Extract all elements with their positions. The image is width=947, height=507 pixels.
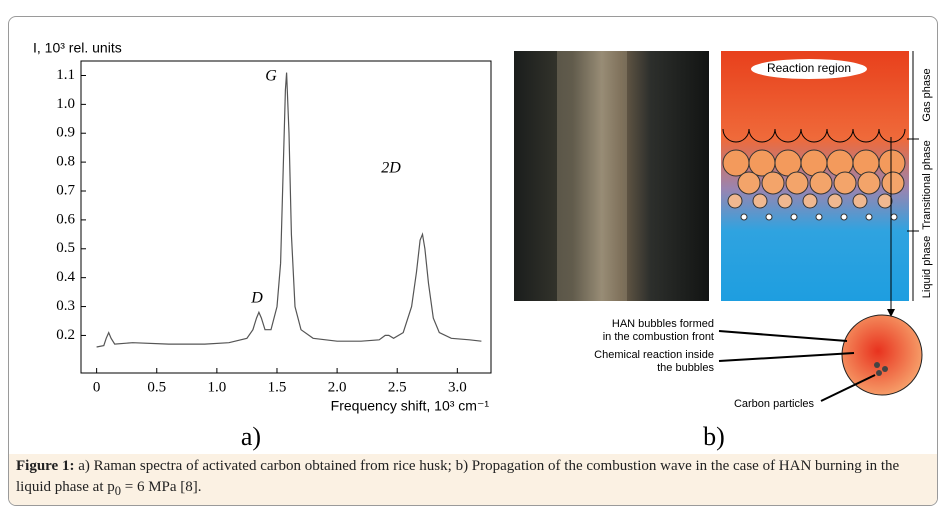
x-tick-label: 0 bbox=[93, 379, 101, 395]
panel-label: b) bbox=[703, 422, 725, 451]
y-tick-label: 0.8 bbox=[56, 154, 75, 170]
figure-box: Reaction region Gas phase Transitional p… bbox=[8, 16, 938, 506]
bubble bbox=[752, 193, 768, 209]
bubble bbox=[722, 149, 750, 177]
x-tick-label: 2.5 bbox=[388, 379, 407, 395]
bubble bbox=[761, 171, 785, 195]
panel-label: a) bbox=[241, 422, 261, 451]
bubble bbox=[833, 171, 857, 195]
y-tick-label: 1.0 bbox=[56, 96, 75, 112]
bubble bbox=[802, 193, 818, 209]
particle bbox=[876, 370, 882, 376]
y-tick-label: 0.7 bbox=[56, 182, 75, 198]
bubble bbox=[785, 171, 809, 195]
peak-label: 2D bbox=[381, 160, 401, 177]
x-tick-label: 1.0 bbox=[207, 379, 226, 395]
phase-label: Gas phase bbox=[921, 68, 933, 121]
arrow bbox=[718, 352, 855, 362]
bubble-arc bbox=[878, 128, 906, 143]
caption-text: a) Raman spectra of activated carbon obt… bbox=[16, 458, 900, 495]
y-tick-label: 0.9 bbox=[56, 125, 75, 141]
bubble bbox=[826, 149, 854, 177]
caption-text: = 6 MPa [8]. bbox=[120, 479, 202, 495]
region-label: Reaction region bbox=[767, 61, 851, 75]
bubble bbox=[865, 213, 873, 221]
bubble-arc bbox=[826, 128, 854, 143]
x-tick-label: 0.5 bbox=[147, 379, 166, 395]
plot-frame bbox=[80, 60, 492, 374]
phase-label: Transitional phase bbox=[921, 140, 933, 229]
bubble bbox=[737, 171, 761, 195]
region-oval bbox=[751, 59, 867, 79]
bubble-arc bbox=[748, 128, 776, 143]
peak-label: G bbox=[265, 68, 277, 85]
arrow-head bbox=[887, 309, 895, 317]
diagram-label: in the combustion front bbox=[603, 331, 714, 343]
bubble-arc bbox=[722, 128, 750, 143]
bubble bbox=[815, 213, 823, 221]
bubble-detail bbox=[841, 314, 923, 396]
y-tick-label: 0.6 bbox=[56, 211, 75, 227]
particle bbox=[882, 366, 888, 372]
bubble bbox=[840, 213, 848, 221]
bubble bbox=[877, 193, 893, 209]
bubble bbox=[809, 171, 833, 195]
bubble-arc bbox=[852, 128, 880, 143]
x-axis-label: Frequency shift, 10³ cm⁻¹ bbox=[331, 398, 490, 414]
bubble bbox=[881, 171, 905, 195]
arrow bbox=[820, 374, 876, 402]
bubble-arc bbox=[800, 128, 828, 143]
bubble bbox=[790, 213, 798, 221]
bubble bbox=[740, 213, 748, 221]
bubble-arc bbox=[774, 128, 802, 143]
bubbles bbox=[722, 128, 906, 221]
y-tick-label: 0.2 bbox=[56, 327, 75, 343]
caption-subscript: 0 bbox=[114, 484, 121, 498]
arrow bbox=[718, 330, 848, 342]
bubble bbox=[890, 213, 898, 221]
peak-label: D bbox=[250, 290, 263, 307]
x-tick-label: 3.0 bbox=[448, 379, 467, 395]
diagram-label: Chemical reaction inside bbox=[594, 349, 714, 361]
bubble bbox=[827, 193, 843, 209]
bubble bbox=[857, 171, 881, 195]
spectrum-line bbox=[96, 72, 482, 348]
bubble bbox=[777, 193, 793, 209]
diagram-label: HAN bubbles formed bbox=[612, 318, 714, 330]
particle bbox=[874, 362, 880, 368]
figure: Reaction region Gas phase Transitional p… bbox=[33, 40, 933, 451]
diagram-label: the bubbles bbox=[657, 362, 714, 374]
x-tick-label: 2.0 bbox=[328, 379, 347, 395]
bubble bbox=[852, 193, 868, 209]
phase-label: Liquid phase bbox=[921, 236, 933, 298]
photo-tube bbox=[557, 51, 627, 301]
y-tick-label: 1.1 bbox=[56, 67, 75, 83]
photo bbox=[514, 51, 709, 301]
caption: Figure 1: a) Raman spectra of activated … bbox=[9, 454, 937, 505]
diagram-label: Carbon particles bbox=[734, 398, 815, 410]
caption-label: Figure 1: bbox=[16, 458, 75, 474]
bubble bbox=[727, 193, 743, 209]
y-tick-label: 0.5 bbox=[56, 240, 75, 256]
y-axis-label: I, 10³ rel. units bbox=[33, 40, 122, 56]
y-tick-label: 0.3 bbox=[56, 298, 75, 314]
x-tick-label: 1.5 bbox=[268, 379, 287, 395]
y-tick-label: 0.4 bbox=[56, 269, 75, 285]
bubble bbox=[765, 213, 773, 221]
